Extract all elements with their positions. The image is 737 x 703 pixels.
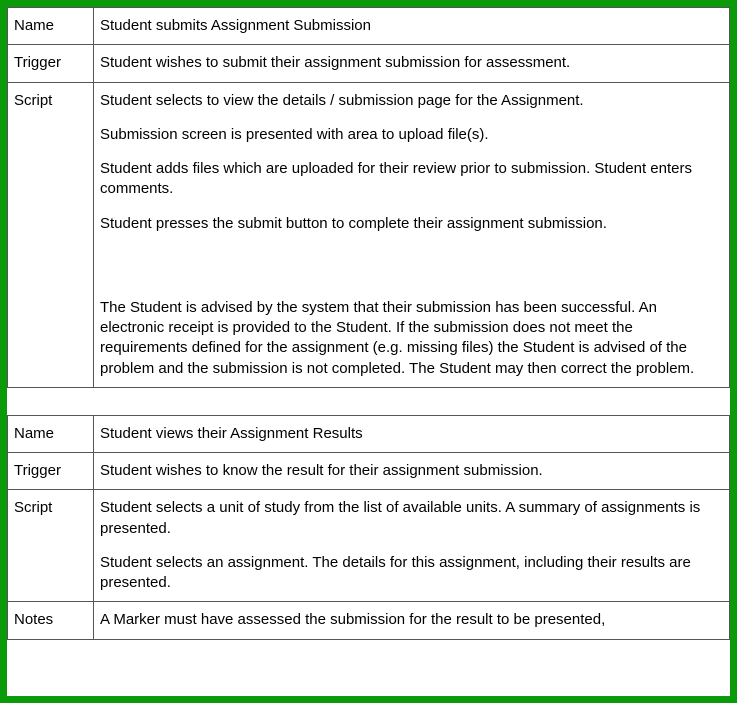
paragraph: Student wishes to know the result for th… <box>100 461 723 481</box>
table-row: Name Student views their Assignment Resu… <box>8 415 730 452</box>
row-label: Name <box>8 415 94 452</box>
paragraph: Submission screen is presented with area… <box>100 125 723 145</box>
gap-cell <box>8 387 730 415</box>
paragraph: Student presses the submit button to com… <box>100 214 723 234</box>
table-row: Notes A Marker must have assessed the su… <box>8 602 730 639</box>
paragraph: A Marker must have assessed the submissi… <box>100 610 723 630</box>
paragraph-gap <box>100 248 723 284</box>
paragraph: Student selects a unit of study from the… <box>100 498 723 539</box>
row-value: Student selects a unit of study from the… <box>94 490 730 602</box>
paragraph: Student wishes to submit their assignmen… <box>100 53 723 73</box>
row-label: Trigger <box>8 45 94 82</box>
row-value: A Marker must have assessed the submissi… <box>94 602 730 639</box>
row-label: Notes <box>8 602 94 639</box>
paragraph: Student views their Assignment Results <box>100 424 723 444</box>
row-label: Script <box>8 490 94 602</box>
paragraph: Student submits Assignment Submission <box>100 16 723 36</box>
row-value: Student submits Assignment Submission <box>94 8 730 45</box>
row-value: Student wishes to know the result for th… <box>94 453 730 490</box>
paragraph: Student adds files which are uploaded fo… <box>100 159 723 200</box>
row-value: Student views their Assignment Results <box>94 415 730 452</box>
document-container: Name Student submits Assignment Submissi… <box>7 7 730 696</box>
paragraph: Student selects to view the details / su… <box>100 91 723 111</box>
table-row: Name Student submits Assignment Submissi… <box>8 8 730 45</box>
row-value: Student selects to view the details / su… <box>94 82 730 387</box>
row-label: Script <box>8 82 94 387</box>
table-row: Trigger Student wishes to know the resul… <box>8 453 730 490</box>
paragraph: Student selects an assignment. The detai… <box>100 553 723 594</box>
table-row: Trigger Student wishes to submit their a… <box>8 45 730 82</box>
table-gap-row <box>8 387 730 415</box>
table-row: Script Student selects a unit of study f… <box>8 490 730 602</box>
row-value: Student wishes to submit their assignmen… <box>94 45 730 82</box>
row-label: Trigger <box>8 453 94 490</box>
row-label: Name <box>8 8 94 45</box>
use-case-table-1: Name Student submits Assignment Submissi… <box>7 7 730 640</box>
paragraph: The Student is advised by the system tha… <box>100 298 723 379</box>
table-row: Script Student selects to view the detai… <box>8 82 730 387</box>
